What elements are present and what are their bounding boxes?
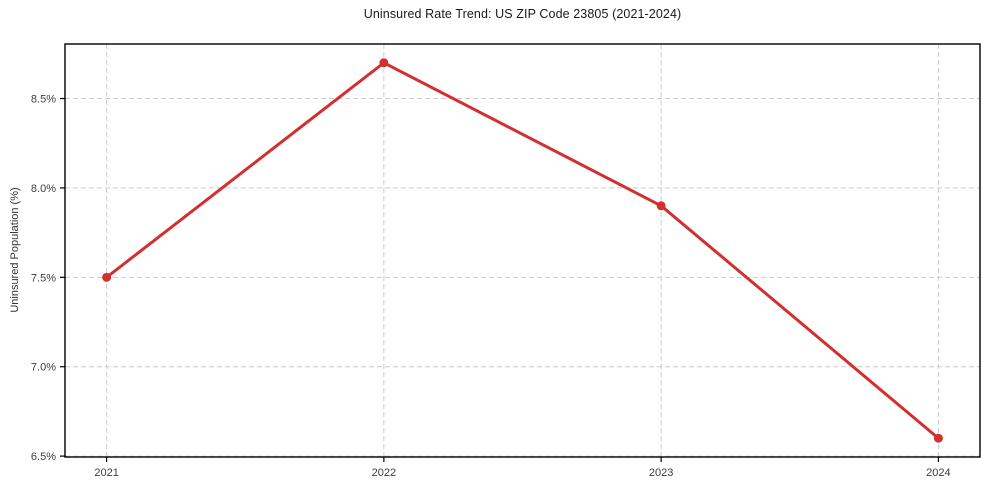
y-tick-label: 7.5% xyxy=(31,272,56,284)
trend-line xyxy=(105,61,940,440)
y-tick-label: 8.5% xyxy=(31,94,56,106)
plot-border xyxy=(64,43,981,458)
y-tick-label: 8.0% xyxy=(31,183,56,195)
data-point-marker xyxy=(379,58,389,68)
x-tick-label: 2022 xyxy=(372,467,396,479)
data-point-marker xyxy=(102,272,112,282)
chart-title: Uninsured Rate Trend: US ZIP Code 23805 … xyxy=(363,7,682,21)
data-point-marker xyxy=(933,433,943,443)
x-tick-label: 2023 xyxy=(649,467,673,479)
y-tick-label: 6.5% xyxy=(31,451,56,463)
data-point-marker xyxy=(656,201,666,211)
x-tick-label: 2024 xyxy=(926,467,950,479)
y-tick-label: 7.0% xyxy=(31,362,56,374)
x-tick-label: 2021 xyxy=(94,467,118,479)
